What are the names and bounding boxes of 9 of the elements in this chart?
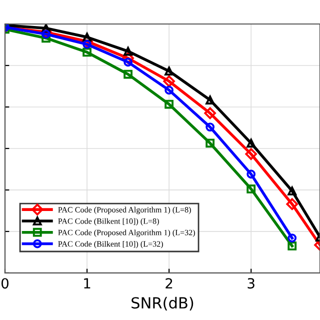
x-tick-label: 1: [84, 278, 90, 288]
x-axis-title: SNR(dB): [132, 296, 194, 310]
legend-label: PAC Code (Bilkent [10]) (L=32): [58, 240, 163, 248]
legend-label: PAC Code (Proposed Algorithm 1) (L=32): [58, 230, 195, 237]
x-tick-label: 3: [248, 278, 254, 289]
x-tick-label: 2: [166, 278, 172, 288]
x-tick-label: 0: [1, 278, 8, 289]
legend-label: PAC Code (Proposed Algorithm 1) (L=8): [58, 206, 191, 214]
legend-label: PAC Code (Bilkent [10]) (L=8): [58, 218, 159, 226]
